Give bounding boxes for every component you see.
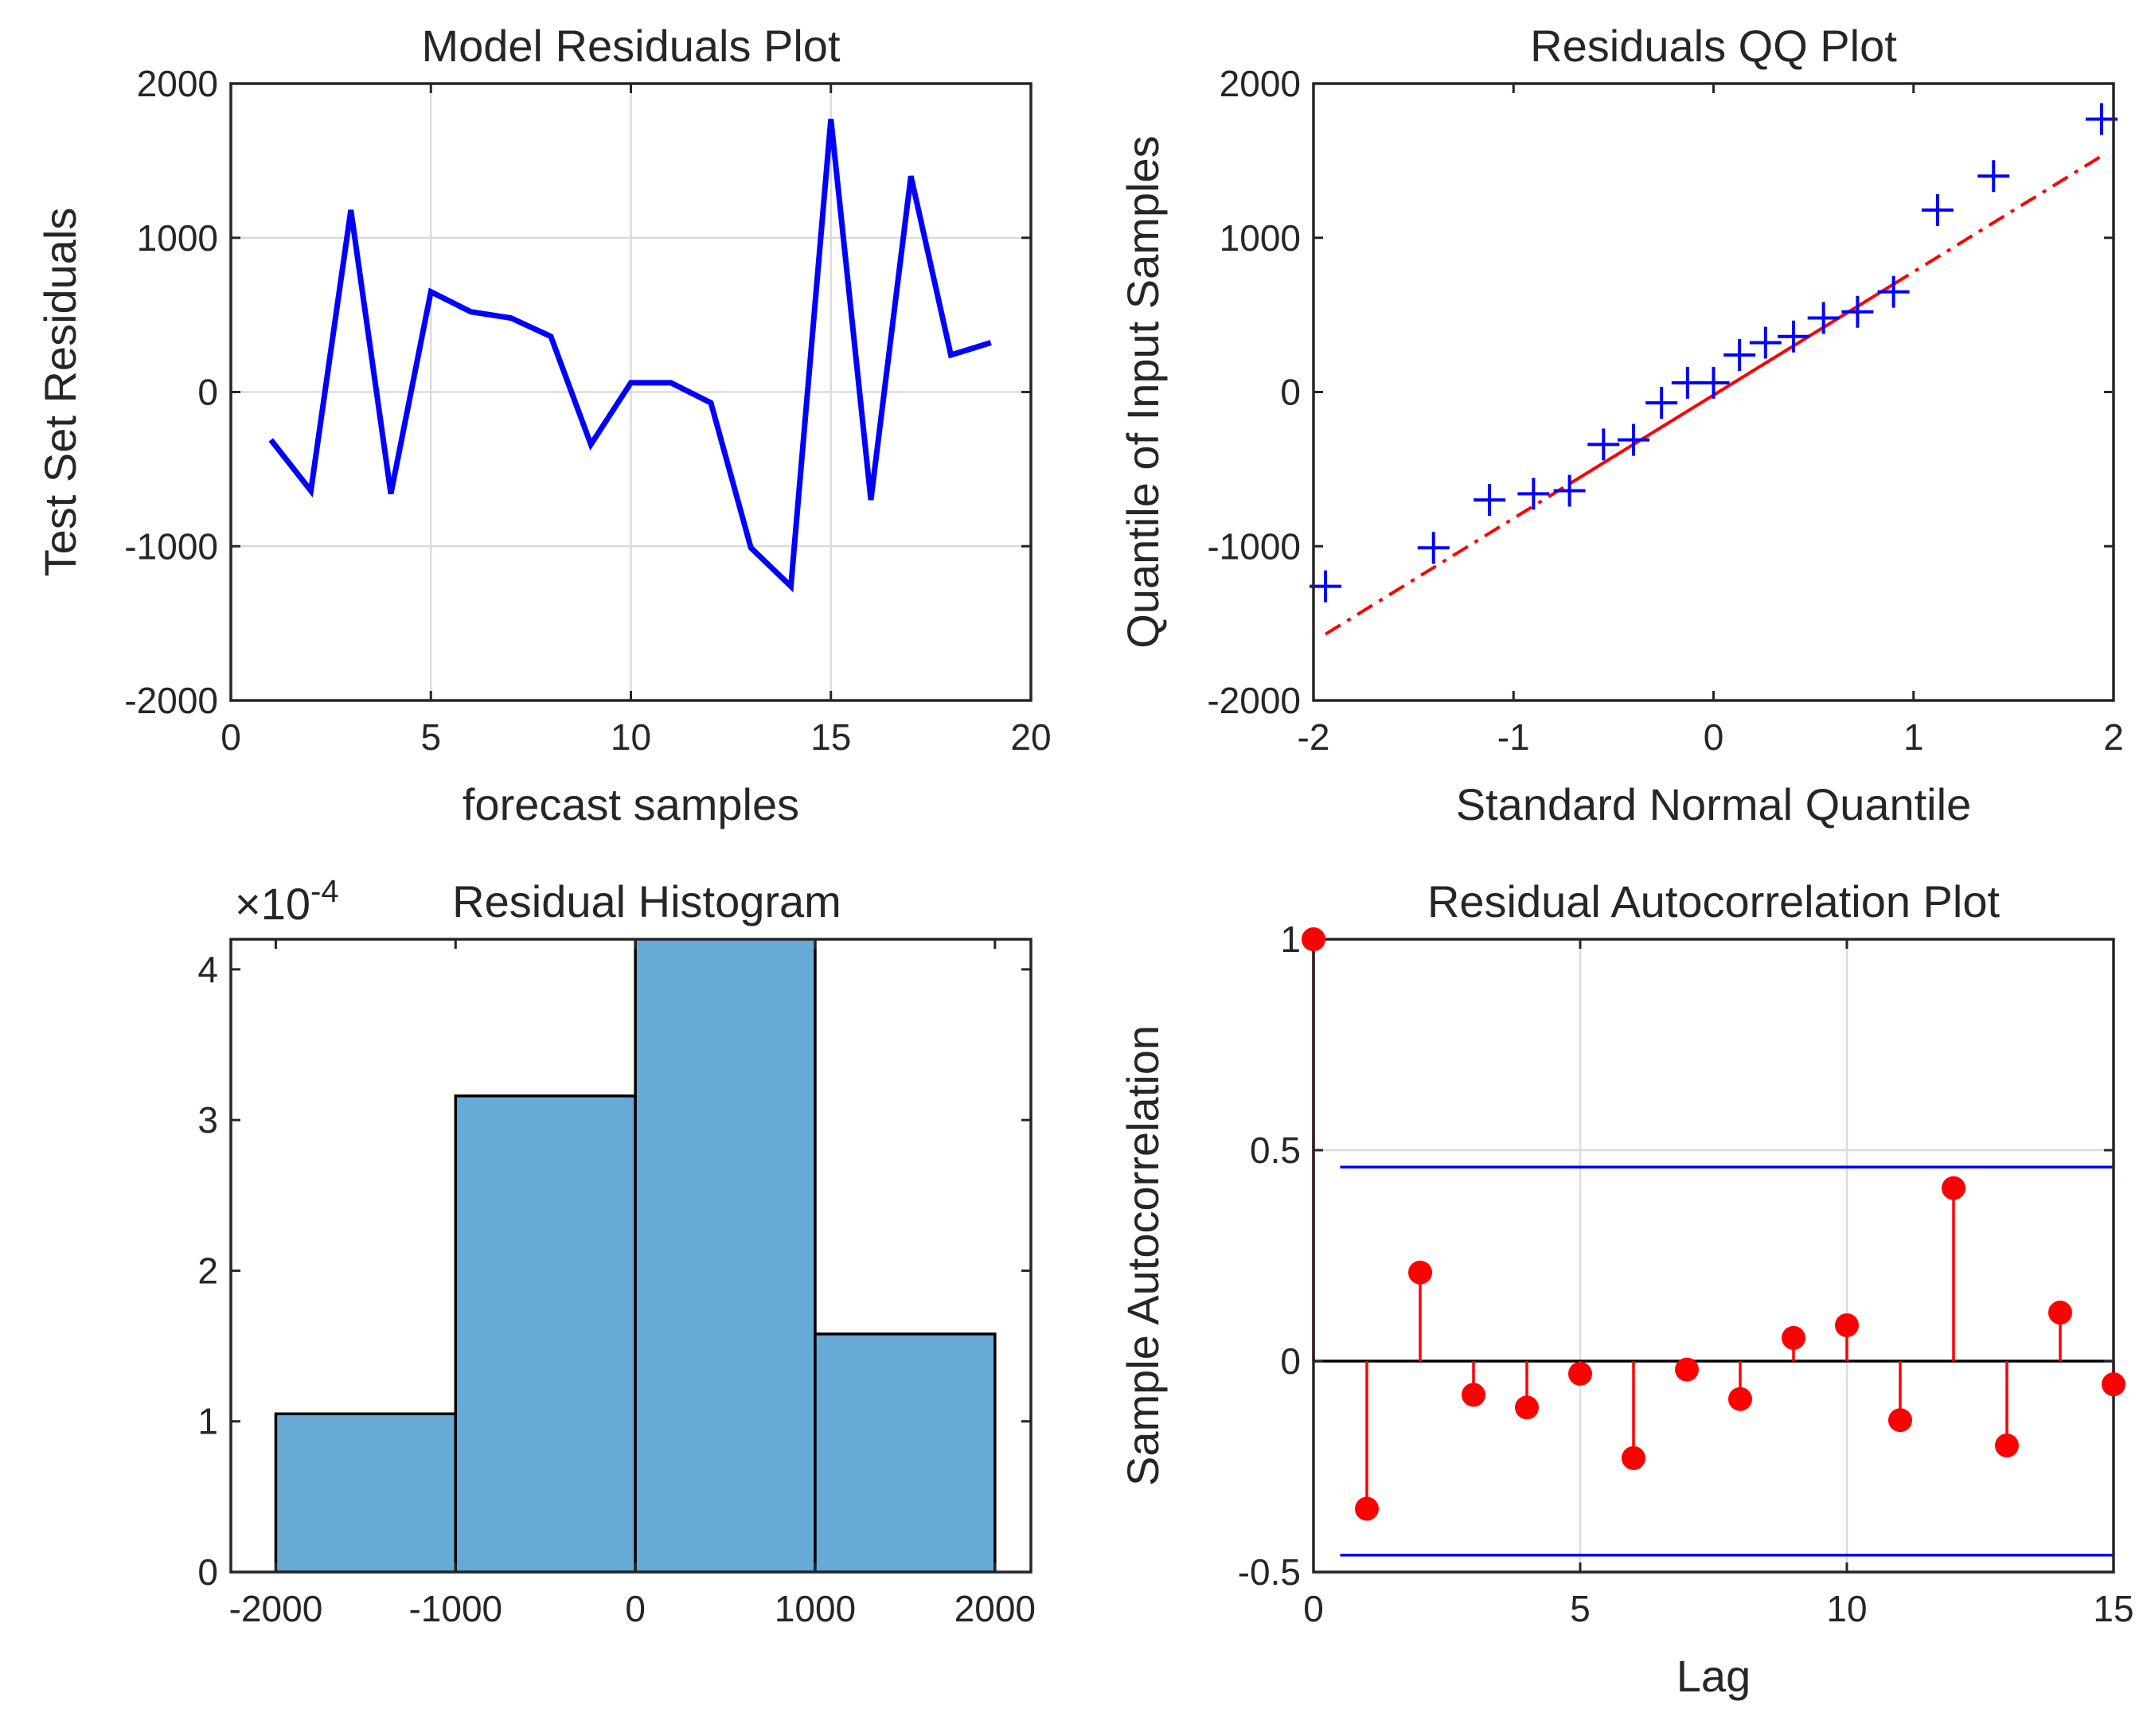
qq-point-marker: [1587, 428, 1620, 461]
histogram-bars: [274, 939, 997, 1572]
y-axis-label: Quantile of Input Samples: [1118, 135, 1168, 648]
y-tick-label: 0: [197, 1551, 218, 1593]
y-tick-label: 2000: [137, 63, 218, 104]
stem-marker: [1995, 1434, 2019, 1457]
qq-reference-line-solid: [1568, 283, 1895, 486]
qq-plot: -2 -1 0 1 2 -2000 -1000 0 1000 2000 Residuals QQ P…: [1118, 21, 2124, 829]
x-axis-label: Lag: [1677, 1651, 1751, 1701]
qq-point-marker: [1517, 478, 1550, 510]
axes-box: [229, 938, 1032, 1574]
qq-point-marker: [1417, 532, 1450, 564]
stem-marker: [1728, 1387, 1752, 1411]
x-tick-label: -1000: [408, 1588, 502, 1629]
x-tick-label: 1000: [775, 1588, 856, 1629]
y-tick-label: 3: [197, 1099, 218, 1141]
exponent-base: ×10: [235, 879, 310, 929]
qq-reference-line-dashed-right: [1892, 154, 2102, 286]
qq-point-marker: [1723, 339, 1756, 371]
stem-marker: [1408, 1260, 1432, 1285]
y-axis-label: Test Set Residuals: [35, 208, 85, 577]
stem-marker: [1515, 1395, 1539, 1420]
chart-title: Residuals QQ Plot: [1530, 21, 1897, 71]
exponent-power: -4: [310, 874, 339, 909]
x-axis-label: forecast samples: [463, 779, 799, 829]
x-tick-label: 0: [1704, 716, 1724, 758]
x-tick-label: 0: [221, 716, 241, 758]
x-tick-label: 10: [1826, 1588, 1867, 1629]
y-tick-label: -2000: [124, 680, 218, 721]
stem-marker: [1675, 1357, 1699, 1382]
stem-marker: [2048, 1301, 2072, 1325]
y-tick-label: 0: [1280, 372, 1301, 413]
residual-histogram: -2000 -1000 0 1000 2000 0 1 2 3 4 ×10-4 Residual Hi…: [197, 874, 1036, 1629]
x-tick-label: 5: [420, 716, 441, 758]
y-tick-label: 1: [197, 1401, 218, 1442]
qq-reference-line-dashed-left: [1325, 482, 1571, 636]
x-tick-label: 2000: [954, 1588, 1036, 1629]
qq-point-marker: [1645, 387, 1678, 419]
stem-marker: [1302, 927, 1325, 951]
x-tick-label: -1: [1497, 716, 1530, 758]
chart-title: Residual Autocorrelation Plot: [1427, 876, 2001, 927]
y-tick-label: 1000: [137, 217, 218, 259]
y-axis-exponent-label: ×10-4: [235, 874, 339, 929]
stem-marker: [2102, 1372, 2125, 1397]
stem-marker: [1622, 1445, 1645, 1470]
y-tick-label: 1000: [1220, 217, 1301, 259]
y-tick-label: 2: [197, 1250, 218, 1291]
chart-title: Model Residuals Plot: [421, 21, 840, 71]
y-tick-label: 0.5: [1250, 1129, 1301, 1171]
y-tick-label: -0.5: [1238, 1551, 1301, 1593]
qq-point-marker: [1807, 302, 1840, 334]
qq-point-marker: [1618, 423, 1649, 456]
qq-point-marker: [1749, 326, 1782, 359]
qq-point-marker: [1921, 193, 1954, 226]
x-tick-label: 10: [611, 716, 651, 758]
x-tick-label: 5: [1570, 1588, 1591, 1629]
y-tick-label: 4: [197, 949, 218, 990]
x-tick-label: 0: [625, 1588, 646, 1629]
axes-box: [1312, 938, 2115, 1574]
stem-marker: [1835, 1313, 1859, 1337]
qq-point-marker: [1977, 160, 2010, 193]
stem-marker: [1568, 1361, 1592, 1386]
y-tick-label: 1: [1280, 919, 1301, 960]
qq-point-marker: [1778, 320, 1809, 353]
x-tick-label: 20: [1010, 716, 1051, 758]
qq-point-marker: [1474, 484, 1506, 517]
x-tick-label: 15: [810, 716, 851, 758]
stem-marker: [1782, 1325, 1805, 1350]
qq-point-marker: [1697, 366, 1730, 399]
x-axis-label: Standard Normal Quantile: [1456, 779, 1971, 829]
y-axis-label: Sample Autocorrelation: [1118, 1025, 1168, 1486]
qq-point-marker: [1841, 295, 1874, 328]
stem-marker: [1355, 1496, 1379, 1521]
qq-point-marker: [1553, 474, 1586, 507]
stem-marker: [1888, 1408, 1912, 1433]
x-tick-label: -2000: [229, 1588, 323, 1629]
y-tick-label: 0: [1280, 1340, 1301, 1382]
histogram-bar: [634, 939, 817, 1572]
stem-marker: [1942, 1176, 1965, 1200]
stem-marker: [1462, 1383, 1485, 1407]
qq-point-marker: [1877, 275, 1910, 308]
histogram-bar: [814, 1332, 997, 1572]
residuals-series-line: [268, 119, 992, 593]
x-tick-label: 2: [2103, 716, 2124, 758]
x-tick-label: 15: [2093, 1588, 2133, 1629]
y-tick-label: -1000: [124, 525, 218, 567]
chart-title: Residual Histogram: [452, 876, 841, 927]
x-tick-label: 0: [1303, 1588, 1324, 1629]
histogram-bar: [454, 1094, 637, 1572]
x-tick-label: 1: [1903, 716, 1924, 758]
y-tick-label: 2000: [1220, 63, 1301, 104]
y-tick-label: -2000: [1207, 680, 1301, 721]
residuals-line-chart: 0 5 10 15 20 -2000 -1000 0 1000 2000 Model Residua…: [35, 21, 1052, 829]
x-tick-label: -2: [1298, 716, 1330, 758]
y-tick-label: 0: [197, 372, 218, 413]
y-tick-label: -1000: [1207, 525, 1301, 567]
histogram-bar: [274, 1412, 458, 1572]
